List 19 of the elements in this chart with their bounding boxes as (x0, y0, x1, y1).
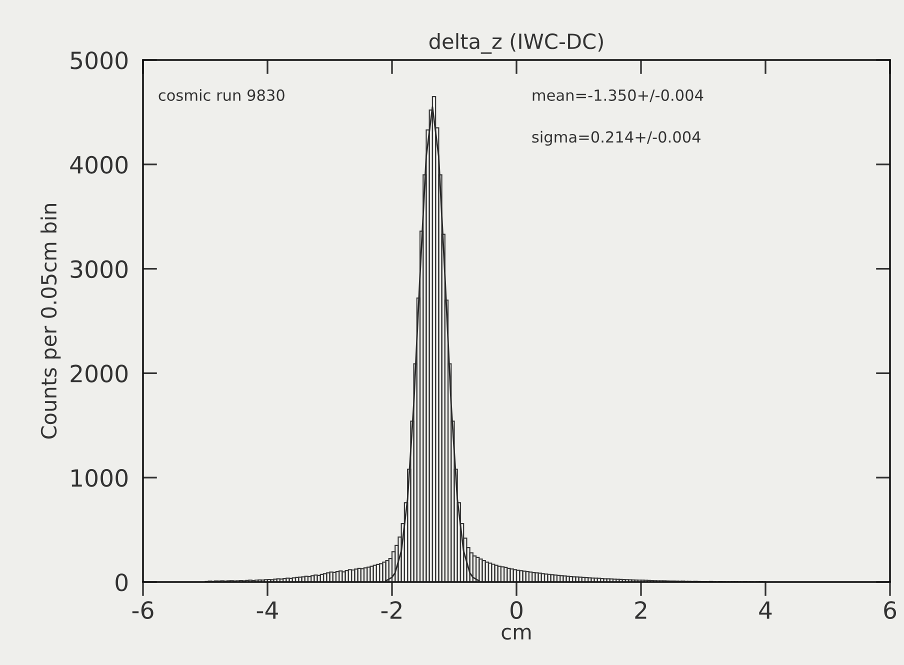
annotation: sigma=0.214+/-0.004 (532, 130, 700, 146)
y-tick-label: 2000 (70, 364, 128, 383)
y-tick-label: 5000 (70, 51, 128, 70)
annotation: mean=-1.350+/-0.004 (532, 89, 704, 102)
y-tick-label: 4000 (70, 156, 128, 174)
y-axis-title: Counts per 0.05cm bin (40, 204, 61, 439)
annotation: cosmic run 9830 (158, 89, 284, 101)
x-tick-label: -4 (256, 601, 278, 619)
x-axis-title: cm (502, 628, 531, 640)
x-tick-label: 6 (884, 601, 896, 620)
y-tick-label: 1000 (72, 469, 128, 487)
x-tick-label: 2 (635, 601, 646, 619)
x-tick-label: -2 (381, 601, 402, 619)
y-tick-label: 3000 (70, 260, 128, 278)
x-tick-label: 4 (759, 601, 772, 619)
chart-title: delta_z (IWC-DC) (429, 33, 603, 54)
y-tick-label: 0 (116, 573, 128, 592)
x-tick-label: 0 (510, 601, 522, 620)
x-tick-label: -6 (132, 601, 154, 620)
